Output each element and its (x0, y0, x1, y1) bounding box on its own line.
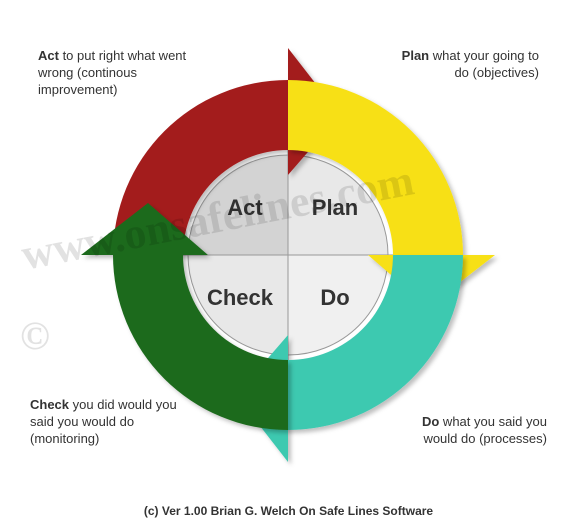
check-corner-label: Check you did would you said you would d… (30, 397, 200, 448)
footer-text: (c) Ver 1.00 Brian G. Welch On Safe Line… (0, 504, 577, 518)
plan-corner-label: Plan what your going to do (objectives) (389, 48, 539, 82)
do-corner-text: what you said you would do (processes) (423, 414, 547, 446)
plan-corner-bold: Plan (402, 48, 429, 63)
pdca-cycle-diagram: Act Plan Check Do Act to put right what … (0, 0, 577, 528)
do-corner-bold: Do (422, 414, 439, 429)
check-corner-bold: Check (30, 397, 69, 412)
do-quad-label: Do (300, 285, 370, 311)
act-corner-label: Act to put right what went wrong (contin… (38, 48, 198, 99)
act-corner-bold: Act (38, 48, 59, 63)
plan-corner-text: what your going to do (objectives) (429, 48, 539, 80)
act-quad-label: Act (210, 195, 280, 221)
plan-quad-label: Plan (300, 195, 370, 221)
check-quad-label: Check (195, 285, 285, 311)
do-corner-label: Do what you said you would do (processes… (387, 414, 547, 448)
act-corner-text: to put right what went wrong (continous … (38, 48, 186, 97)
